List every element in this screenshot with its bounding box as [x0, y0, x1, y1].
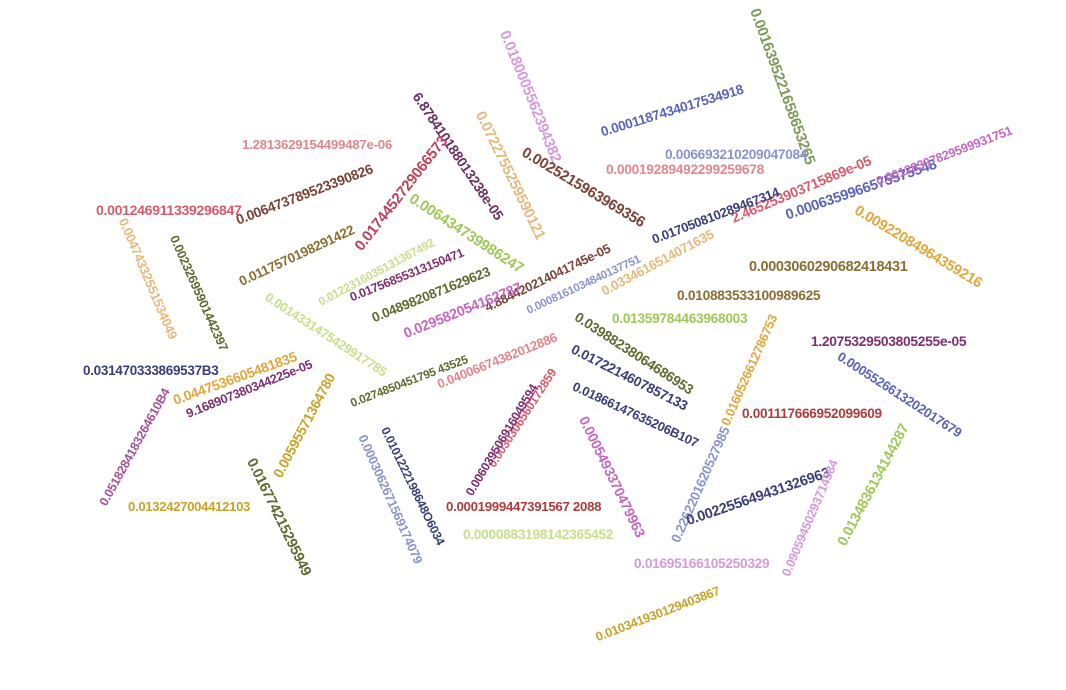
- number-label: 0.001117666952099609: [742, 406, 882, 421]
- number-label: 0.017050810289467314: [649, 184, 782, 247]
- number-label: 0.00595571364780: [269, 370, 339, 481]
- number-label: 0.00922084964359216: [851, 202, 985, 292]
- number-label: 1.2075329503805255e-05: [811, 334, 967, 349]
- number-label: 0.010883533100989625: [677, 288, 821, 303]
- number-label: 0.01359784463968003: [612, 311, 748, 326]
- number-label: 0.00128397829599931751: [874, 123, 1015, 189]
- number-label: 0.0117570198291422: [236, 222, 357, 289]
- number-label: 0.00019289492299259678: [606, 162, 764, 177]
- number-label: 0.001246911339296847: [96, 202, 242, 218]
- number-label: 0.0134836134144287: [834, 421, 913, 549]
- number-label: 0.01695166105250329: [634, 556, 770, 571]
- number-label: 0.0000883198142365452: [463, 527, 614, 542]
- number-label: 0.006693210209047084: [665, 147, 808, 162]
- number-label: 0.010341930129403867: [593, 582, 722, 645]
- number-label: 0.006473789523390826: [233, 160, 376, 228]
- number-label: 0.0005493370479963: [575, 413, 648, 541]
- number-label: 0.0180005562394382: [496, 28, 565, 165]
- number-label: 0.0003060290682418431: [749, 259, 908, 275]
- number-label: 0.0518284183264610B4: [96, 386, 173, 509]
- number-label: 0.00474332551534049: [115, 215, 181, 342]
- number-label: 0.0132427004412103: [128, 499, 251, 514]
- number-label: 0.0001187434017534918: [598, 81, 746, 140]
- number-label: 0.006039506916049594: [462, 381, 541, 499]
- number-label: 0.0001999447391567 2088: [446, 499, 602, 514]
- number-label: 1.2813629154499487e-06: [242, 137, 392, 152]
- number-label: 0.0016395221658653265: [746, 6, 819, 167]
- number-label: 0.031470333869537B3: [83, 363, 219, 378]
